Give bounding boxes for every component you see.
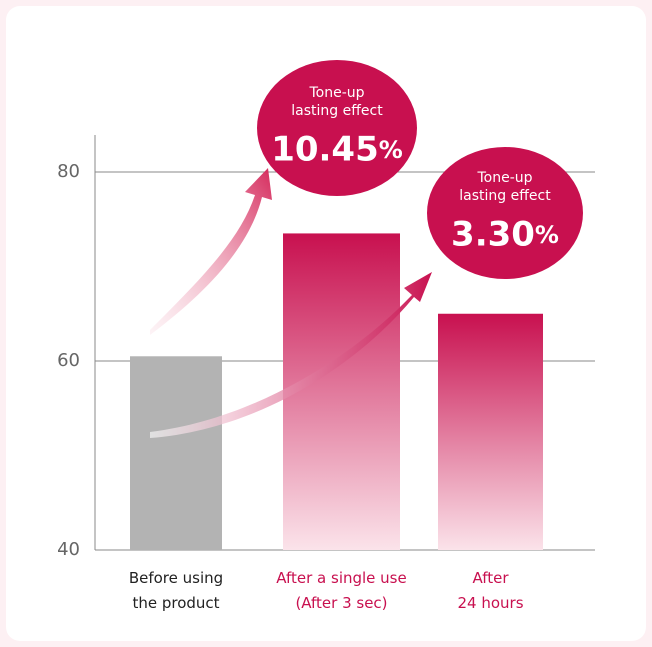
bar xyxy=(130,356,222,550)
y-tick-label: 40 xyxy=(57,539,80,560)
y-tick-label: 80 xyxy=(57,161,80,182)
y-tick-label: 60 xyxy=(57,350,80,371)
annotation-bubble xyxy=(257,60,417,196)
annotation-bubble xyxy=(427,147,583,279)
x-tick-label: After a single use (After 3 sec) xyxy=(276,569,406,612)
bar xyxy=(438,313,543,550)
arrow xyxy=(150,168,272,335)
annotation-text: Tone-up lasting effect xyxy=(459,170,551,204)
annotation-text: Tone-up lasting effect xyxy=(291,85,383,119)
annotation-value: 3.30% xyxy=(451,215,559,255)
x-tick-label: Before using the product xyxy=(129,569,223,612)
annotation-value: 10.45% xyxy=(271,130,403,170)
bar xyxy=(283,233,400,551)
x-tick-label: After 24 hours xyxy=(457,569,523,612)
